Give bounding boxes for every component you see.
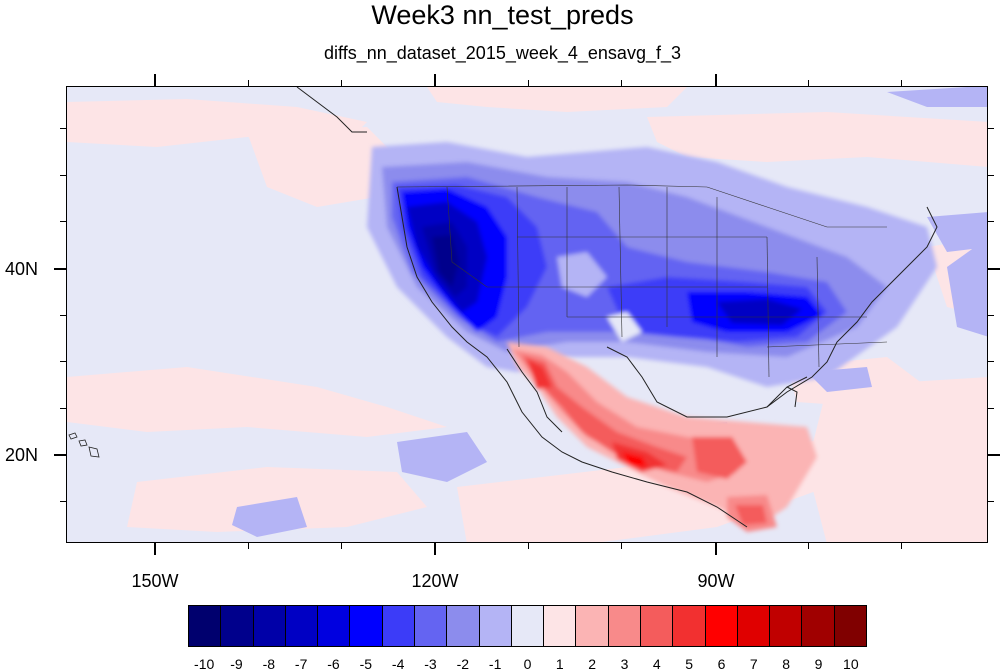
minor-tick: [901, 543, 902, 549]
left-tick-20n: [54, 454, 66, 456]
bottom-tick-150w: [154, 543, 156, 555]
minor-tick: [60, 175, 66, 176]
colorbar-tick-label: -8: [262, 656, 276, 672]
bottom-tick-90w: [715, 543, 717, 555]
colorbar-swatch: [253, 606, 286, 646]
colorbar-swatch: [447, 606, 480, 646]
minor-tick: [901, 80, 902, 86]
minor-tick: [621, 80, 622, 86]
minor-tick: [60, 501, 66, 502]
colorbar-swatch: [770, 606, 803, 646]
map-field: [67, 87, 987, 542]
colorbar-tick-label: -5: [359, 656, 373, 672]
minor-tick: [988, 221, 994, 222]
bottom-tick-120w: [434, 543, 436, 555]
colorbar-tick-label: 2: [588, 656, 597, 672]
minor-tick: [988, 175, 994, 176]
colorbar-swatch: [318, 606, 351, 646]
top-tick-120w: [434, 74, 436, 86]
colorbar-swatch: [705, 606, 738, 646]
colorbar-tick-label: 6: [717, 656, 726, 672]
chart-subtitle: diffs_nn_dataset_2015_week_4_ensavg_f_3: [324, 43, 681, 63]
top-tick-90w: [715, 74, 717, 86]
colorbar-swatch: [414, 606, 448, 646]
coastlines: [296, 87, 938, 528]
colorbar-tick-label: 3: [620, 656, 629, 672]
colorbar-tick-label: 7: [749, 656, 758, 672]
colorbar-swatch: [673, 606, 706, 646]
lat-label-40n: 40N: [4, 259, 38, 279]
minor-tick: [341, 543, 342, 549]
lon-label-120w: 120W: [411, 571, 459, 591]
minor-tick: [988, 128, 994, 129]
colorbar-tick-label: -6: [327, 656, 340, 672]
state-borders: [396, 184, 888, 378]
minor-tick: [988, 408, 994, 409]
lat-label-20n: 20N: [4, 445, 38, 465]
colorbar-swatch: [640, 606, 674, 646]
colorbar-tick-label: -3: [424, 656, 437, 672]
minor-tick: [988, 315, 994, 316]
minor-tick: [988, 361, 994, 362]
colorbar-swatch: [802, 606, 835, 646]
colorbar-swatch: [834, 606, 866, 646]
colorbar-tick-label: -10: [194, 656, 215, 672]
colorbar-tick-label: 8: [782, 656, 791, 672]
minor-tick: [808, 543, 809, 549]
minor-tick: [60, 361, 66, 362]
map-frame: [66, 86, 988, 543]
left-tick-40n: [54, 268, 66, 270]
colorbar-tick-label: 1: [555, 656, 564, 672]
minor-tick: [60, 315, 66, 316]
minor-tick: [341, 80, 342, 86]
lon-label-90w: 90W: [697, 571, 735, 591]
minor-tick: [60, 408, 66, 409]
minor-tick: [248, 543, 249, 549]
colorbar-tick-label: -4: [391, 656, 405, 672]
minor-tick: [60, 128, 66, 129]
colorbar: [188, 605, 867, 647]
minor-tick: [528, 543, 529, 549]
right-tick-40n: [988, 268, 1000, 270]
chart-title: Week3 nn_test_preds: [371, 0, 634, 30]
colorbar-tick-label: -1: [488, 656, 502, 672]
colorbar-tick-label: 4: [652, 656, 661, 672]
negative-us-region: [367, 142, 937, 387]
colorbar-tick-label: 0: [523, 656, 532, 672]
lon-label-150w: 150W: [131, 571, 179, 591]
minor-tick: [528, 80, 529, 86]
colorbar-swatch: [285, 606, 319, 646]
colorbar-tick-label: 5: [685, 656, 694, 672]
colorbar-swatch: [576, 606, 609, 646]
colorbar-swatch: [511, 606, 545, 646]
colorbar-tick-label: -9: [230, 656, 243, 672]
colorbar-tick-label: -2: [456, 656, 470, 672]
positive-mexico-region: [507, 342, 817, 532]
colorbar-swatch: [544, 606, 577, 646]
colorbar-swatch: [737, 606, 771, 646]
colorbar-swatch: [189, 606, 222, 646]
hawaii-islands: [68, 432, 100, 458]
colorbar-swatch: [350, 606, 383, 646]
colorbar-swatch: [382, 606, 415, 646]
colorbar-tick-label: 10: [843, 656, 859, 672]
colorbar-tick-label: 9: [814, 656, 823, 672]
colorbar-swatch: [608, 606, 641, 646]
right-tick-20n: [988, 454, 1000, 456]
colorbar-swatch: [221, 606, 254, 646]
minor-tick: [808, 80, 809, 86]
top-tick-150w: [154, 74, 156, 86]
minor-tick: [988, 501, 994, 502]
minor-tick: [60, 221, 66, 222]
colorbar-swatch: [479, 606, 512, 646]
colorbar-tick-label: -7: [294, 656, 308, 672]
minor-tick: [621, 543, 622, 549]
minor-tick: [248, 80, 249, 86]
